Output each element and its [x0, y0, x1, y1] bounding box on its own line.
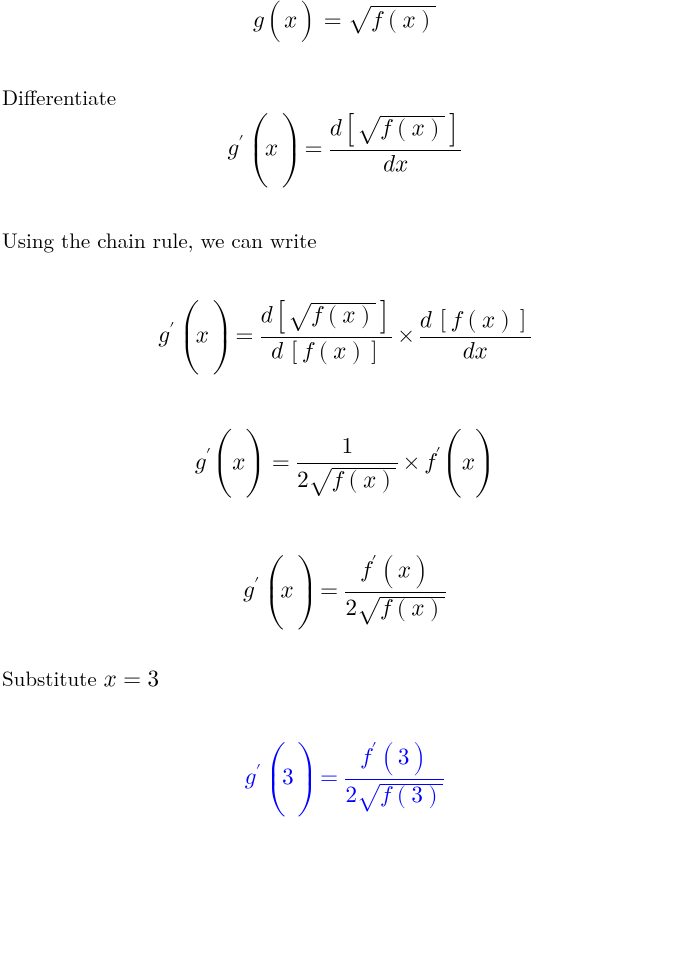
page: g(x) = f(x) Differentiate g′(x) = d [ f(…	[0, 0, 690, 956]
equation-4: g′(x) = 1 2f(x) × f′(x)	[0, 428, 690, 498]
spacer	[0, 42, 690, 82]
equation-5: g′(x) = f′(x) 2f(x)	[0, 554, 690, 629]
spacer	[0, 693, 690, 741]
narration-substitute: Substitute x=3	[0, 663, 690, 693]
narration-substitute-prefix: Substitute	[2, 663, 104, 693]
spacer	[0, 374, 690, 428]
narration-differentiate: Differentiate	[0, 82, 690, 112]
equation-3: g′(x) = d [ f(x) ] d [f(x)] ×	[0, 299, 690, 374]
spacer	[0, 187, 690, 225]
equation-2: g′(x) = d [ f(x) ] dx	[0, 112, 690, 187]
equation-6-final: g′(3) = f′(3) 2f(3)	[0, 741, 690, 816]
spacer	[0, 629, 690, 663]
spacer	[0, 255, 690, 299]
equation-1: g(x) = f(x)	[0, 0, 690, 42]
narration-chain-rule: Using the chain rule, we can write	[0, 225, 690, 255]
spacer	[0, 498, 690, 554]
